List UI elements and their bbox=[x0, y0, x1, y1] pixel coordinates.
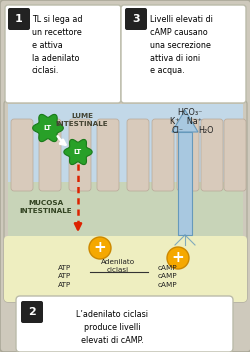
Text: cAMP
cAMP
cAMP: cAMP cAMP cAMP bbox=[157, 265, 177, 288]
Text: +: + bbox=[171, 251, 184, 265]
FancyBboxPatch shape bbox=[96, 119, 118, 191]
Text: K⁺   Na⁺: K⁺ Na⁺ bbox=[169, 117, 201, 126]
FancyBboxPatch shape bbox=[200, 119, 222, 191]
FancyBboxPatch shape bbox=[4, 100, 246, 302]
FancyBboxPatch shape bbox=[5, 5, 120, 103]
Text: LUME
INTESTINALE: LUME INTESTINALE bbox=[56, 113, 108, 127]
Text: L’adenilato ciclasi
produce livelli
elevati di cAMP.: L’adenilato ciclasi produce livelli elev… bbox=[76, 310, 148, 345]
Text: ATP
ATP
ATP: ATP ATP ATP bbox=[58, 265, 71, 288]
FancyBboxPatch shape bbox=[126, 119, 148, 191]
Bar bbox=[177, 132, 191, 235]
FancyBboxPatch shape bbox=[8, 8, 30, 30]
Text: 2: 2 bbox=[28, 307, 36, 317]
Text: LT: LT bbox=[44, 125, 52, 131]
Bar bbox=[8, 104, 242, 122]
Text: HCO₃⁻: HCO₃⁻ bbox=[176, 108, 202, 117]
FancyBboxPatch shape bbox=[21, 301, 43, 323]
FancyBboxPatch shape bbox=[39, 119, 61, 191]
FancyBboxPatch shape bbox=[152, 119, 173, 191]
Text: TL si lega ad
un recettore
e attiva
la adenilato
ciclasi.: TL si lega ad un recettore e attiva la a… bbox=[32, 15, 82, 75]
Circle shape bbox=[89, 237, 110, 259]
Text: H₂O: H₂O bbox=[197, 126, 213, 135]
Circle shape bbox=[166, 247, 188, 269]
Text: Adenilato
ciclasi: Adenilato ciclasi bbox=[100, 259, 134, 273]
Polygon shape bbox=[64, 139, 92, 165]
Text: +: + bbox=[93, 240, 106, 256]
Text: 3: 3 bbox=[132, 14, 139, 24]
Text: LT: LT bbox=[74, 149, 82, 155]
FancyBboxPatch shape bbox=[176, 119, 198, 191]
Text: Livelli elevati di
cAMP causano
una secrezione
attiva di ioni
e acqua.: Livelli elevati di cAMP causano una secr… bbox=[150, 15, 212, 75]
FancyBboxPatch shape bbox=[223, 119, 245, 191]
FancyBboxPatch shape bbox=[69, 119, 91, 191]
Text: MUCOSA
INTESTINALE: MUCOSA INTESTINALE bbox=[20, 200, 72, 214]
Bar bbox=[8, 104, 242, 182]
Bar bbox=[8, 182, 242, 240]
Polygon shape bbox=[32, 114, 63, 142]
FancyBboxPatch shape bbox=[120, 5, 245, 103]
FancyBboxPatch shape bbox=[124, 8, 146, 30]
Polygon shape bbox=[171, 110, 197, 132]
FancyBboxPatch shape bbox=[11, 119, 33, 191]
FancyBboxPatch shape bbox=[4, 236, 246, 302]
Text: 1: 1 bbox=[15, 14, 23, 24]
Text: Cl⁻: Cl⁻ bbox=[171, 126, 183, 135]
FancyBboxPatch shape bbox=[16, 296, 232, 352]
